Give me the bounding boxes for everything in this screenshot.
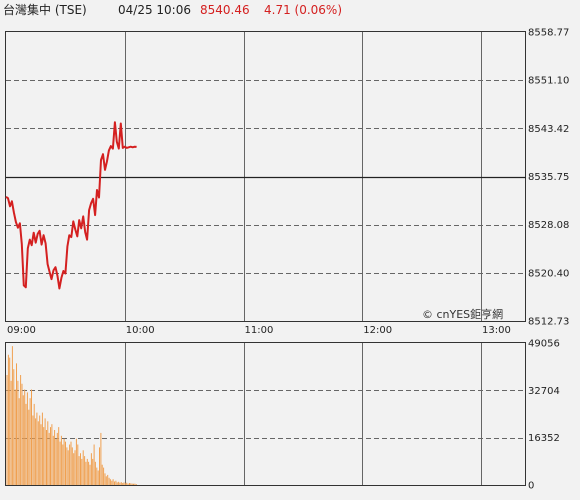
y-tick-label: 32704 <box>528 386 560 397</box>
volume-grid <box>6 343 526 485</box>
y-tick-label: 0 <box>528 481 534 492</box>
y-tick-label: 8558.77 <box>528 28 569 39</box>
y-tick-label: 8528.08 <box>528 220 569 231</box>
quote-datetime: 04/25 10:06 <box>118 3 191 17</box>
price-y-ticks: 8558.77 8551.10 8543.42 8535.75 8528.08 8520.… <box>528 28 569 328</box>
y-tick-label: 16352 <box>528 433 560 444</box>
watermark: © cnYES鉅亨網 <box>422 307 503 321</box>
volume-panel <box>5 342 526 486</box>
x-tick-label: 13:00 <box>482 325 511 336</box>
price-panel <box>5 31 526 322</box>
time-x-ticks: 09:00 10:00 11:00 12:00 13:00 <box>7 325 511 336</box>
volume-y-ticks: 49056 32704 16352 0 <box>528 339 560 492</box>
y-tick-label: 8535.75 <box>528 172 569 183</box>
price-line <box>5 121 137 290</box>
price-grid <box>6 32 526 321</box>
x-tick-label: 10:00 <box>126 325 155 336</box>
y-tick-label: 49056 <box>528 339 560 350</box>
price-change: 4.71 (0.06%) <box>264 3 342 17</box>
x-tick-label: 09:00 <box>7 325 36 336</box>
y-tick-label: 8520.40 <box>528 268 569 279</box>
last-price: 8540.46 <box>200 3 250 17</box>
y-tick-label: 8543.42 <box>528 124 569 135</box>
x-tick-label: 11:00 <box>245 325 274 336</box>
index-name: 台灣集中 (TSE) <box>3 2 87 17</box>
y-tick-label: 8512.73 <box>528 317 569 328</box>
x-tick-label: 12:00 <box>363 325 392 336</box>
volume-bars <box>6 346 137 485</box>
y-tick-label: 8551.10 <box>528 76 569 87</box>
